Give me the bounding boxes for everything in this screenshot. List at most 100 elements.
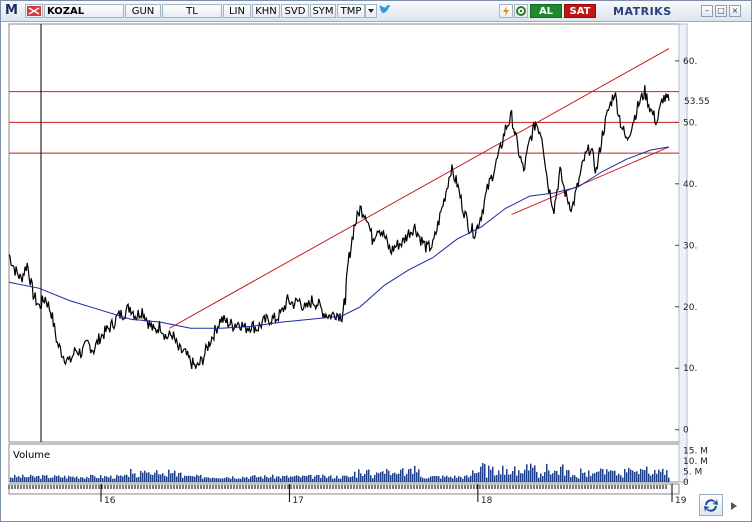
volume-bar xyxy=(72,476,74,482)
currency-button[interactable]: TL xyxy=(162,4,222,18)
settings-icon[interactable] xyxy=(514,4,528,18)
tmp-button[interactable]: TMP xyxy=(337,4,365,18)
volume-bar xyxy=(84,478,86,482)
volume-bar xyxy=(22,474,24,482)
volume-bar xyxy=(562,464,564,482)
trend-channel xyxy=(169,48,670,329)
volume-bar xyxy=(620,475,622,482)
volume-bar xyxy=(150,474,152,482)
volume-bar xyxy=(554,470,556,482)
volume-bar xyxy=(304,476,306,482)
volume-bar xyxy=(130,468,132,482)
volume-bar xyxy=(652,473,654,482)
volume-bar xyxy=(252,475,254,482)
sell-button[interactable]: SAT xyxy=(564,4,596,18)
volume-bar xyxy=(298,476,300,482)
volume-bar xyxy=(230,478,232,482)
volume-bar xyxy=(498,470,500,482)
volume-bar xyxy=(24,477,26,482)
minimize-icon[interactable]: – xyxy=(701,5,713,17)
right-scrollbar[interactable] xyxy=(678,23,688,483)
chevron-down-icon[interactable] xyxy=(365,4,377,18)
volume-bar xyxy=(382,471,384,482)
volume-bar xyxy=(358,469,360,482)
volume-bar xyxy=(250,476,252,482)
volume-bar xyxy=(56,476,58,482)
volume-bar xyxy=(160,474,162,482)
price-chart[interactable]: 0 10. 20. 30. 40. 50. 60. 53.55 15. M10. M5. M… xyxy=(1,22,751,521)
lightning-icon-svg xyxy=(503,6,509,16)
volume-bar xyxy=(630,469,632,482)
close-icon[interactable]: × xyxy=(729,5,741,17)
volume-bar xyxy=(48,478,50,482)
volume-bar xyxy=(662,468,664,482)
volume-bar xyxy=(354,471,356,482)
volume-bar xyxy=(362,475,364,482)
scroll-right-icon[interactable] xyxy=(725,498,745,514)
volume-bar xyxy=(146,472,148,482)
volume-bar xyxy=(232,476,234,482)
x-tick-label: 16 xyxy=(104,496,116,506)
volume-bar xyxy=(64,475,66,482)
volume-bar xyxy=(176,476,178,482)
symbol-flag-icon[interactable] xyxy=(25,4,43,18)
volume-bar xyxy=(190,475,192,482)
volume-bar xyxy=(328,476,330,482)
volume-bar xyxy=(136,477,138,482)
settings-icon-svg xyxy=(516,6,526,16)
volume-bar xyxy=(198,475,200,482)
volume-bar xyxy=(266,476,268,482)
volume-bar xyxy=(30,474,32,482)
volume-bar xyxy=(78,478,80,482)
restore-icon[interactable]: □ xyxy=(715,5,727,17)
y-tick-label: 60. xyxy=(683,57,697,67)
volume-bar xyxy=(320,477,322,482)
scale-button[interactable]: LIN xyxy=(223,4,251,18)
volume-bar xyxy=(436,476,438,482)
volume-bar xyxy=(612,470,614,482)
volume-bar xyxy=(174,470,176,482)
volume-bar xyxy=(220,478,222,482)
volume-bar xyxy=(244,477,246,482)
volume-bar xyxy=(124,474,126,482)
volume-bar xyxy=(258,476,260,482)
volume-bar xyxy=(268,478,270,482)
volume-bar xyxy=(102,478,104,482)
volume-bar xyxy=(352,476,354,482)
period-button[interactable]: GUN xyxy=(125,4,161,18)
volume-bar xyxy=(456,477,458,482)
volume-bar xyxy=(654,470,656,482)
volume-bar xyxy=(180,472,182,482)
matriks-logo: M xyxy=(5,3,18,18)
volume-bar xyxy=(194,476,196,482)
svd-button[interactable]: SVD xyxy=(281,4,309,18)
volume-bar xyxy=(96,478,98,482)
volume-bar xyxy=(448,477,450,482)
volume-bar xyxy=(548,470,550,482)
lightning-icon[interactable] xyxy=(499,4,513,18)
volume-bar xyxy=(36,476,38,482)
volume-bar xyxy=(592,473,594,482)
khn-button[interactable]: KHN xyxy=(252,4,280,18)
volume-bar xyxy=(446,475,448,482)
symbol-field[interactable]: KOZAL xyxy=(44,4,124,18)
volume-bar xyxy=(114,478,116,482)
volume-bar xyxy=(46,475,48,482)
volume-bar xyxy=(134,473,136,482)
volume-bar xyxy=(500,474,502,482)
twitter-icon[interactable] xyxy=(378,4,392,18)
volume-bar xyxy=(400,469,402,482)
volume-bar xyxy=(370,475,372,482)
volume-bar xyxy=(152,474,154,482)
volume-bar xyxy=(132,473,134,482)
volume-bar xyxy=(574,475,576,482)
volume-bar xyxy=(490,469,492,482)
volume-bar xyxy=(318,474,320,482)
volume-bar xyxy=(384,473,386,482)
sym-button[interactable]: SYM xyxy=(310,4,336,18)
volume-bar xyxy=(100,475,102,482)
volume-bar xyxy=(340,478,342,482)
buy-button[interactable]: AL xyxy=(530,4,562,18)
volume-bar xyxy=(140,470,142,482)
refresh-icon[interactable] xyxy=(699,494,723,516)
